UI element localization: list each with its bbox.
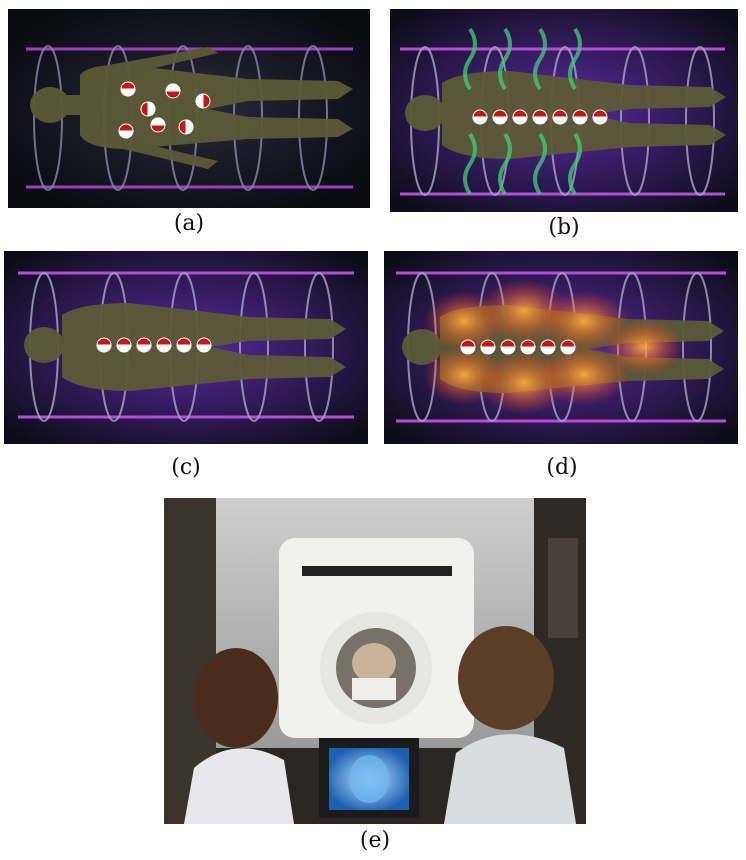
caption-c: (c) (171, 455, 201, 480)
operator-right (444, 626, 576, 824)
aligned-spins (96, 337, 212, 353)
console-monitor (319, 738, 419, 818)
aligned-spins (460, 339, 576, 355)
caption-b: (b) (548, 215, 580, 240)
panel-b-illustration (390, 9, 738, 212)
caption-d: (d) (546, 455, 578, 480)
panel-b (390, 9, 738, 212)
aligned-spins (472, 109, 608, 125)
mri-scanner (279, 538, 474, 738)
panel-c-illustration (4, 251, 368, 444)
panel-c (4, 251, 368, 444)
panel-e-photo (164, 498, 586, 824)
caption-e: (e) (359, 828, 391, 853)
panel-d (384, 251, 738, 444)
signal-glow (424, 279, 684, 415)
panel-d-illustration (384, 251, 738, 444)
radio-waves (463, 27, 582, 196)
human-silhouette (30, 47, 353, 169)
operator-left (184, 648, 294, 824)
panel-a-illustration (8, 9, 370, 208)
panel-a (8, 9, 370, 208)
proton-spins (118, 81, 211, 139)
panel-e (164, 498, 586, 824)
caption-a: (a) (173, 211, 205, 236)
